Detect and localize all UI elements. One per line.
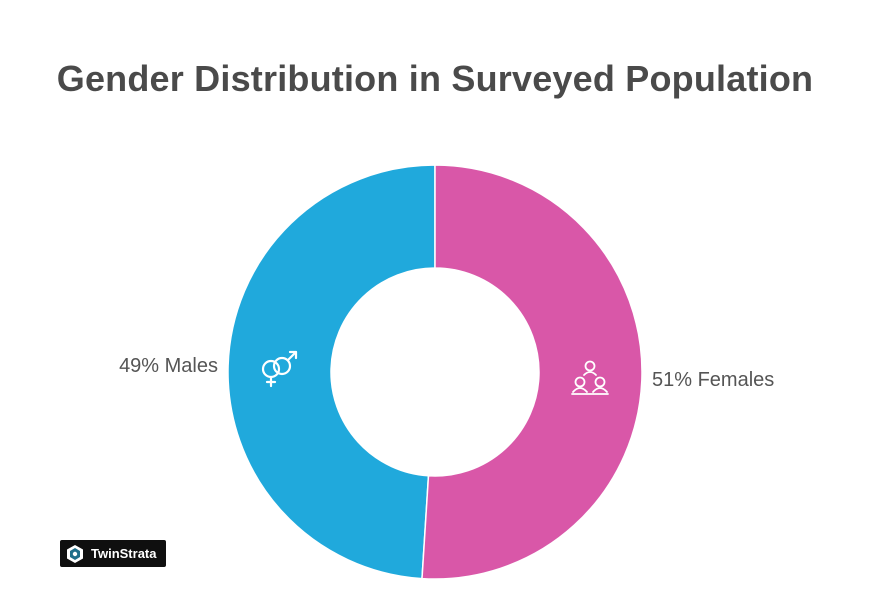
twinstrata-logo-icon [67, 544, 83, 563]
donut-slice-males [227, 164, 436, 580]
brand-name: TwinStrata [91, 546, 157, 561]
donut-slices [227, 164, 643, 580]
slice-label-females: 51% Females [652, 369, 775, 391]
slice-icons [261, 350, 609, 395]
gender-symbols-icon [261, 350, 298, 388]
brand-badge: TwinStrata [60, 540, 166, 567]
women-group-icon [571, 360, 609, 395]
slice-label-males: 49% Males [119, 355, 218, 377]
chart-title: Gender Distribution in Surveyed Populati… [56, 58, 814, 99]
donut-slice-females [421, 164, 643, 580]
